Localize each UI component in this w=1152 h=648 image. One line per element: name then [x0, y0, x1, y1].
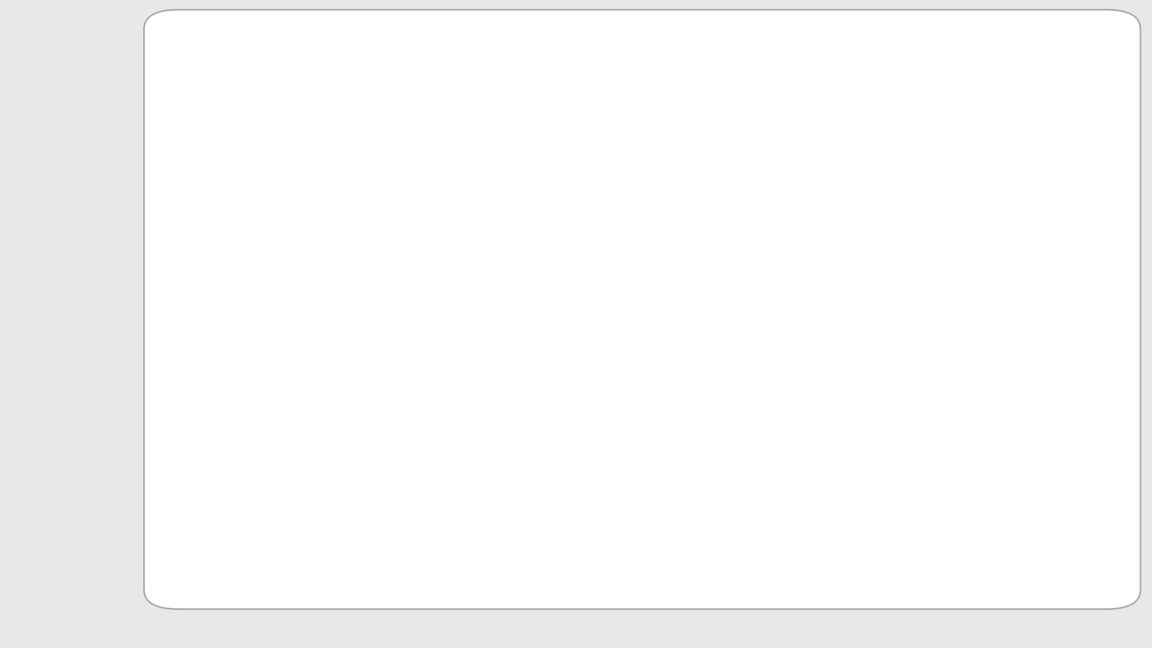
Bar: [285, 371, 464, 421]
Bar: [285, 470, 306, 519]
Bar: [285, 77, 973, 126]
Bar: [285, 175, 429, 224]
Bar: [285, 273, 401, 323]
